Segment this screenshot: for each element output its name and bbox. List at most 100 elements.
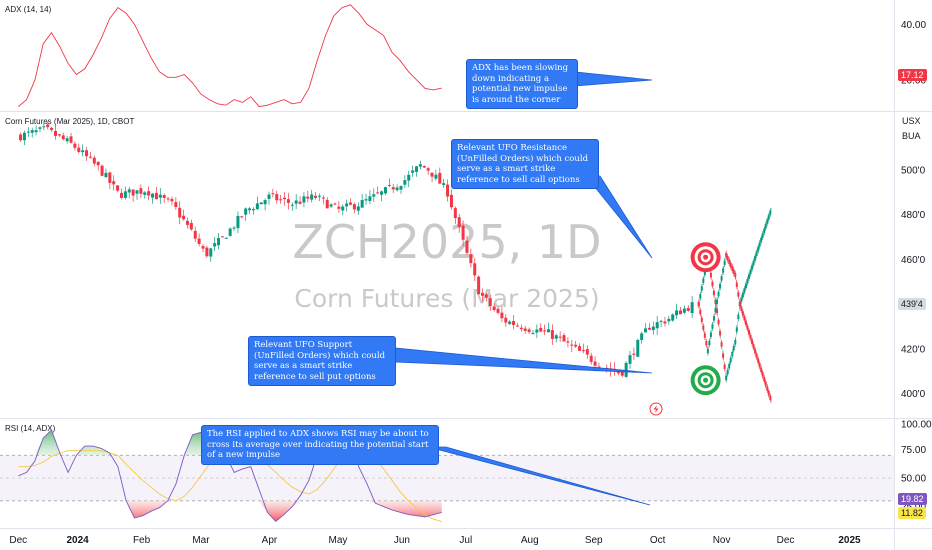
time-axis-label: Dec — [9, 535, 27, 546]
candle-body — [193, 230, 197, 239]
projection-candle — [719, 284, 722, 289]
candle-body — [430, 172, 434, 177]
time-axis-label: May — [329, 535, 348, 546]
projection-candle — [702, 278, 705, 283]
projection-candle — [763, 376, 766, 382]
projection-candle — [714, 307, 717, 313]
projection-candle — [749, 334, 752, 340]
time-axis-label: 2024 — [67, 535, 90, 546]
candle-body — [286, 199, 290, 203]
candle-body — [298, 201, 302, 204]
candle-body — [88, 156, 92, 158]
adx-plot — [18, 4, 442, 108]
rsi-annotation-callout[interactable]: The RSI applied to ADX shows RSI may be … — [201, 425, 439, 465]
candle-body — [174, 202, 178, 207]
price-axis-labels: 20.0040.00400'0420'0440'0460'0480'0500'0… — [901, 20, 932, 513]
projection-candles — [697, 207, 773, 403]
candle-body — [341, 206, 345, 211]
time-axis-label: Apr — [262, 535, 278, 546]
lightning-icon[interactable] — [649, 402, 663, 416]
candle-body — [135, 190, 139, 194]
projection-candle — [700, 286, 703, 291]
time-axis-labels[interactable]: Dec 2024 Feb Mar Apr May Jun Jul Aug Sep Oct Nov Dec… — [9, 535, 861, 546]
projection-candle — [717, 291, 720, 297]
projection-candle — [714, 299, 717, 305]
price-tick-label: 420'0 — [901, 344, 926, 355]
candle-body — [108, 172, 112, 183]
projection-candle — [726, 369, 729, 375]
candle-body — [294, 200, 298, 204]
candle-body — [38, 127, 42, 129]
candle-body — [647, 327, 651, 330]
candle-body — [317, 195, 321, 197]
projection-candle — [703, 333, 706, 338]
candle-body — [411, 170, 415, 173]
projection-candle — [755, 353, 758, 358]
time-axis-label: Feb — [133, 535, 151, 546]
support-annotation-callout[interactable]: Relevant UFO Support (UnFilled Orders) w… — [248, 336, 396, 386]
candle-body — [675, 310, 679, 316]
candle-body — [477, 276, 481, 295]
projection-candle — [761, 233, 764, 238]
candle-body — [302, 196, 306, 203]
candle-body — [123, 191, 127, 198]
candle-body — [395, 187, 399, 191]
candle-body — [663, 321, 667, 324]
candle-body — [232, 227, 236, 229]
candle-body — [438, 172, 442, 184]
time-axis-label: Nov — [713, 535, 731, 546]
candle-body — [616, 370, 620, 374]
projection-candle — [738, 301, 741, 307]
candle-body — [465, 240, 469, 253]
projection-candle — [705, 341, 708, 346]
candle-body — [329, 204, 333, 207]
rsi-tick-label: 50.00 — [901, 474, 926, 485]
candle-body — [92, 157, 96, 164]
projection-candle — [769, 395, 772, 401]
resistance-annotation-callout[interactable]: Relevant UFO Resistance (UnFilled Orders… — [451, 139, 599, 189]
candle-body — [426, 168, 430, 171]
candle-body — [314, 195, 318, 198]
projection-candle — [767, 390, 770, 396]
candle-body — [228, 228, 232, 236]
candle-body — [585, 349, 589, 355]
rsi-last-value-badge: 19.82 — [898, 493, 927, 505]
projection-candle — [729, 262, 732, 268]
projection-candle — [699, 309, 702, 315]
candle-body — [403, 180, 407, 185]
projection-candle — [711, 281, 714, 287]
projection-candle — [725, 375, 728, 381]
rsi-tick-label: 75.00 — [901, 445, 926, 456]
candle-body — [333, 203, 337, 205]
candle-body — [473, 263, 477, 276]
time-axis-label: Dec — [777, 535, 795, 546]
candle-body — [527, 329, 531, 333]
candle-body — [356, 206, 360, 211]
price-tick-label: 400'0 — [901, 389, 926, 400]
candle-body — [690, 302, 694, 314]
candle-body — [201, 246, 205, 249]
rsi-ma-last-value-badge: 11.82 — [898, 507, 926, 519]
projection-candle — [744, 320, 747, 326]
watermark-symbol: ZCH2025, 1D — [292, 215, 601, 269]
time-axis-label: Jul — [459, 535, 472, 546]
candle-body — [73, 143, 77, 148]
candle-body — [422, 165, 426, 168]
candle-body — [224, 237, 228, 239]
candle-body — [644, 328, 648, 333]
projection-candle — [747, 330, 750, 335]
candle-body — [244, 208, 248, 215]
candle-body — [240, 216, 244, 218]
candle-body — [352, 204, 356, 210]
projection-candle — [757, 358, 760, 363]
candle-body — [275, 194, 279, 201]
candle-body — [50, 127, 54, 131]
projection-candle — [737, 292, 740, 297]
candle-body — [508, 321, 512, 325]
adx-annotation-callout[interactable]: ADX has been slowing down indicating a p… — [466, 59, 578, 109]
projection-candle — [706, 348, 709, 354]
projection-candle — [717, 319, 720, 325]
candle-body — [446, 184, 450, 197]
projection-candle — [749, 269, 752, 275]
unit-label-bua: BUA — [902, 131, 921, 141]
